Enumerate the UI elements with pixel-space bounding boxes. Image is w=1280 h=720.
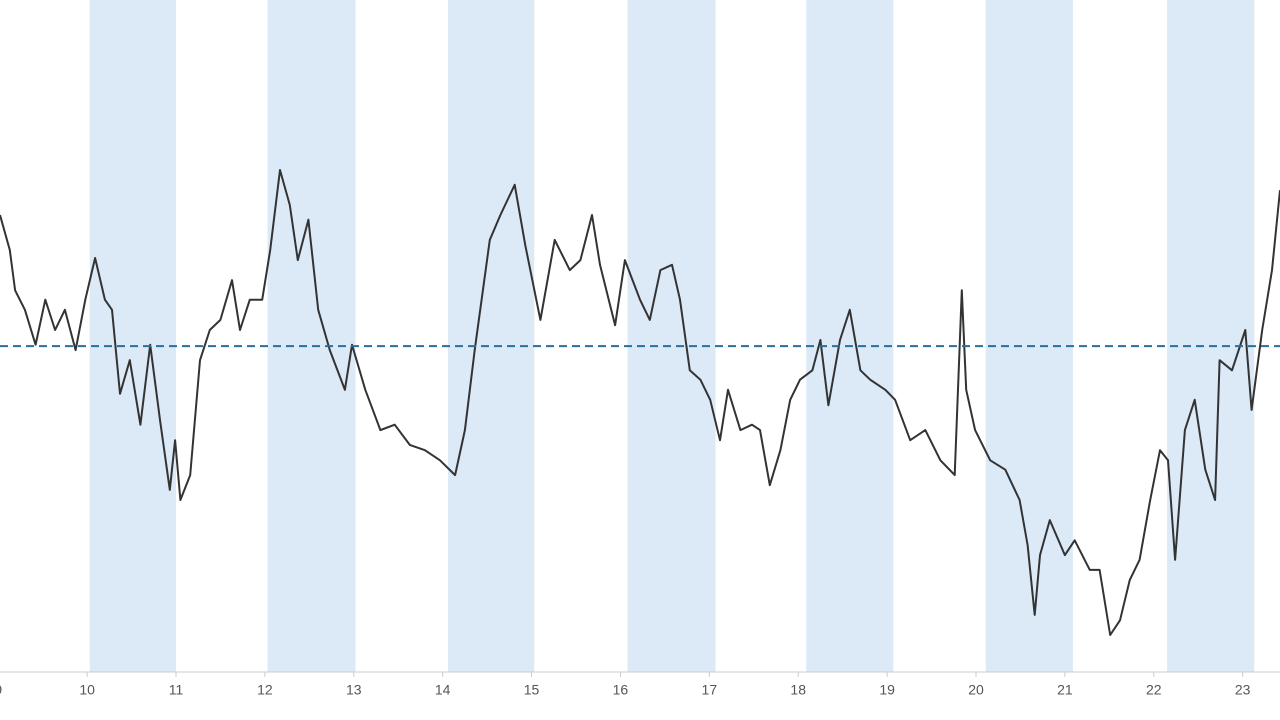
x-tick-label: 12 [257,682,273,698]
bands [89,0,1255,672]
x-tick-label: 22 [1146,682,1162,698]
x-tick-label: 21 [1057,682,1073,698]
x-tick-label: 20 [968,682,984,698]
x-tick-label: 16 [613,682,629,698]
x-tick-label: 9 [0,682,2,698]
x-tick-label: 18 [790,682,806,698]
x-tick-label: 15 [524,682,540,698]
x-tick-label: 19 [879,682,895,698]
shaded-band [448,0,535,672]
shaded-band [89,0,176,672]
x-tick-label: 13 [346,682,362,698]
x-tick-label: 10 [79,682,95,698]
x-tick-label: 14 [435,682,451,698]
x-tick-label: 23 [1235,682,1251,698]
data-line [0,169,1280,636]
plot [0,169,1280,636]
x-tick-label: 11 [169,682,184,698]
x-tick-label: 17 [702,682,718,698]
shaded-band [627,0,716,672]
shaded-band [806,0,894,672]
shaded-band [267,0,356,672]
shaded-band [1167,0,1255,672]
